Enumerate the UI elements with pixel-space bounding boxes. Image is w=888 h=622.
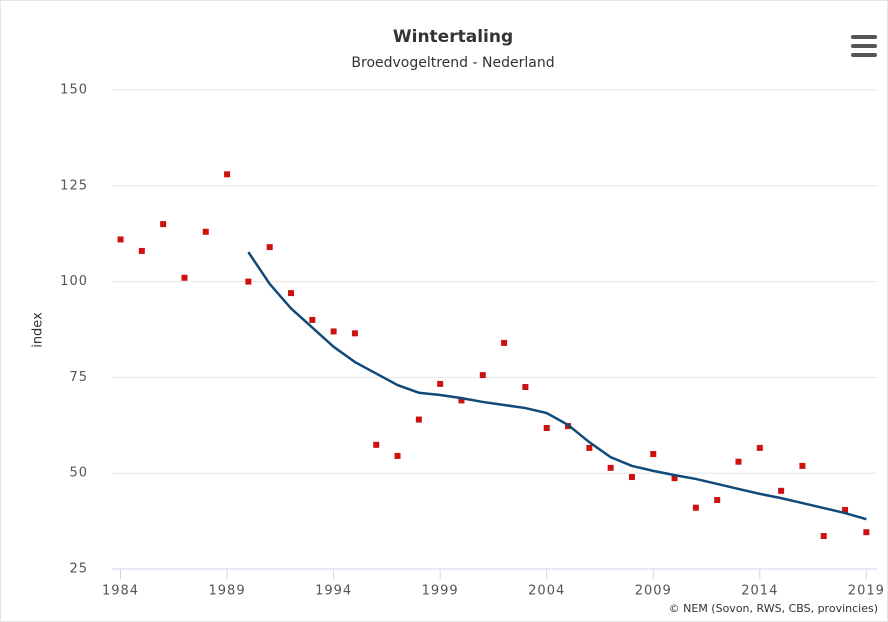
- data-point: [607, 464, 614, 471]
- data-point: [181, 274, 188, 281]
- data-point: [501, 339, 508, 346]
- x-tick-label: 1994: [315, 584, 352, 599]
- menu-bar: [851, 35, 877, 39]
- data-point: [586, 444, 593, 451]
- data-point: [138, 247, 145, 254]
- menu-button[interactable]: [851, 35, 877, 57]
- chart-subtitle: Broedvogeltrend - Nederland: [351, 55, 554, 71]
- data-point: [351, 330, 358, 337]
- data-point: [650, 451, 657, 458]
- data-point: [202, 228, 209, 235]
- data-point: [714, 497, 721, 504]
- data-point: [245, 278, 252, 285]
- data-point: [373, 441, 380, 448]
- chart-title: Wintertaling: [393, 27, 513, 47]
- menu-bar: [851, 53, 877, 57]
- data-point: [479, 372, 486, 379]
- data-point: [437, 380, 444, 387]
- x-tick-label: 2014: [741, 584, 778, 599]
- data-point: [692, 504, 699, 511]
- x-tick-label: 1999: [422, 584, 459, 599]
- y-tick-label: 25: [69, 562, 88, 577]
- x-tick-label: 2019: [848, 584, 885, 599]
- data-point: [628, 474, 635, 481]
- x-tick-label: 1984: [102, 584, 139, 599]
- y-tick-label: 75: [69, 370, 88, 385]
- data-point: [820, 533, 827, 540]
- data-point: [458, 397, 465, 404]
- data-point: [117, 236, 124, 243]
- data-point: [415, 416, 422, 423]
- data-point: [842, 506, 849, 513]
- data-point: [224, 171, 231, 178]
- x-tick-label: 2004: [528, 584, 565, 599]
- credit: © NEM (Sovon, RWS, CBS, provincies): [669, 602, 878, 615]
- data-point: [522, 383, 529, 390]
- data-point: [863, 529, 870, 536]
- data-point: [309, 316, 316, 323]
- x-tick-label: 2009: [635, 584, 672, 599]
- data-point: [735, 458, 742, 465]
- data-point: [543, 424, 550, 431]
- y-axis-label: index: [31, 312, 46, 348]
- data-point: [330, 328, 337, 335]
- data-point: [266, 244, 273, 251]
- y-tick-label: 100: [60, 274, 88, 289]
- data-point: [671, 475, 678, 482]
- y-tick-label: 150: [60, 83, 88, 98]
- data-point: [394, 452, 401, 459]
- y-tick-label: 50: [69, 466, 88, 481]
- data-point: [799, 462, 806, 469]
- data-point: [160, 221, 167, 228]
- data-point: [287, 290, 294, 297]
- y-tick-label: 125: [60, 178, 88, 193]
- x-tick-label: 1989: [209, 584, 246, 599]
- trend-line: [247, 251, 867, 521]
- data-point: [756, 444, 763, 451]
- menu-bar: [851, 44, 877, 48]
- data-point: [778, 487, 785, 494]
